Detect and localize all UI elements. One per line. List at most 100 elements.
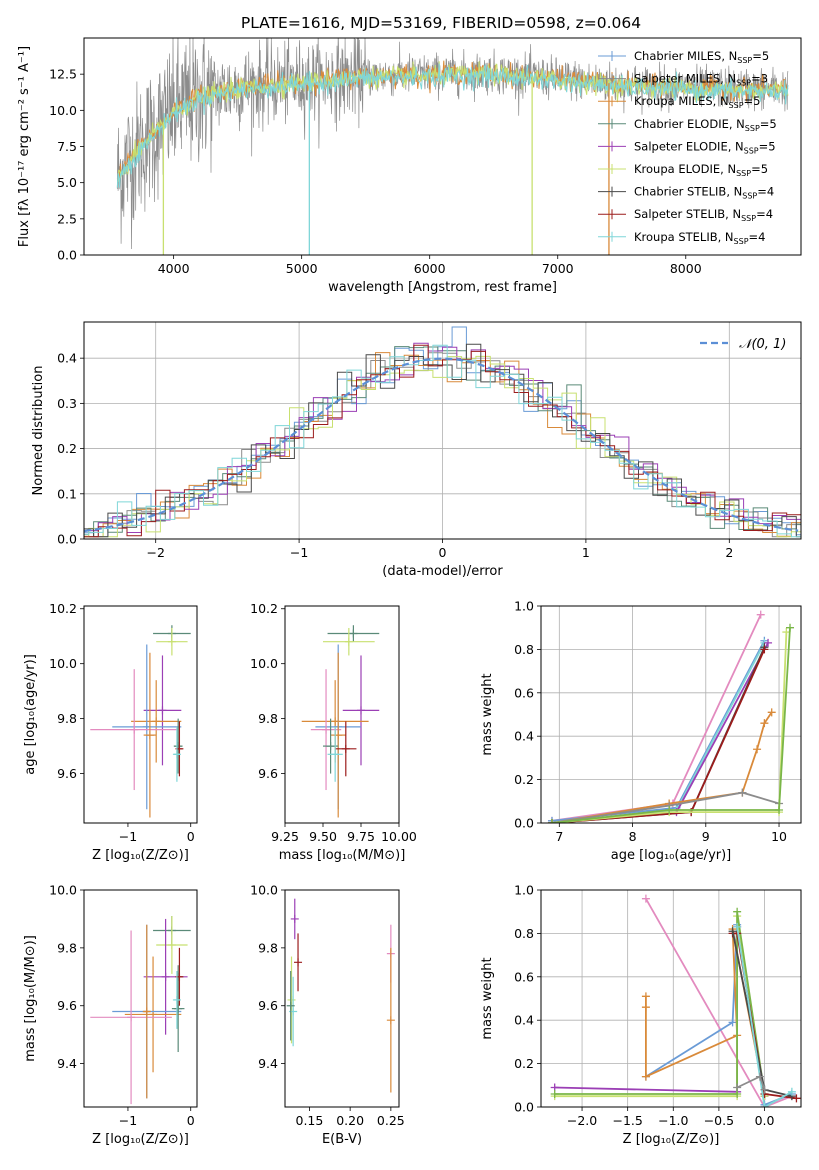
errorbar-point: [131, 680, 182, 763]
series-point: [792, 1094, 801, 1103]
errorbar-point: [294, 933, 303, 992]
y-tick-label: 0.6: [514, 969, 534, 984]
series: [547, 636, 769, 823]
y-tick-label: 9.8: [258, 940, 278, 955]
series-point: [550, 1089, 559, 1098]
x-tick-label: 10: [771, 829, 787, 844]
point-marker: [341, 744, 350, 753]
legend-entry-label: Kroupa STELIB, N: [634, 230, 734, 244]
y-tick-label: 0.2: [514, 772, 534, 787]
axes-residual_hist: −2 −1 0 1 2 0.0 0.1 0.2 0.3 0.4 (data-model)/error…: [31, 321, 802, 579]
y-tick-label: 10.0: [250, 656, 278, 671]
point-marker: [349, 629, 358, 638]
y-axis-label: mass weight: [480, 957, 495, 1039]
x-tick-label: 0.25: [377, 1113, 405, 1128]
x-tick-label: 6000: [414, 261, 446, 276]
x-tick-label: −1: [119, 829, 137, 844]
errorbar-point: [327, 625, 380, 642]
legend-entry: Salpeter STELIB, NSSP=4: [634, 207, 773, 223]
axes-ebv_vs_mass: 0.15 0.20 0.25 9.4 9.6 9.8 10.0 E(B-V): [250, 883, 405, 1148]
x-tick-label: −1: [119, 1113, 137, 1128]
legend-entry-subscript: SSP: [736, 79, 751, 88]
series-point: [760, 1103, 769, 1107]
y-tick-label: 10.0: [49, 656, 77, 671]
legend-entry-label: Chabrier ELODIE, N: [634, 117, 745, 131]
plot-area: [301, 625, 380, 818]
errorbar-point: [286, 971, 295, 1041]
point-marker: [127, 1013, 136, 1022]
errorbar-point: [90, 669, 179, 791]
series-line: [551, 642, 766, 823]
x-tick-label: −1.5: [612, 1113, 642, 1128]
point-marker: [344, 637, 353, 646]
y-tick-label: 7.5: [57, 139, 77, 154]
x-tick-label: −0.5: [704, 1113, 734, 1128]
series-point: [764, 638, 773, 647]
legend-entry: Kroupa MILES, NSSP=5: [634, 94, 760, 110]
y-tick-label: 10.2: [49, 601, 77, 616]
y-tick-label: 10.2: [250, 601, 278, 616]
x-tick-label: 0: [187, 1113, 195, 1128]
legend-entry-label: Salpeter ELODIE, N: [634, 139, 744, 153]
errorbar-point: [323, 627, 375, 656]
series-point: [753, 745, 762, 754]
errorbar-point: [310, 669, 342, 791]
x-tick-label: 4000: [158, 261, 190, 276]
y-tick-label: 10.0: [49, 103, 77, 118]
legend-entry: Kroupa ELODIE, NSSP=5: [634, 162, 768, 178]
x-tick-label: 9.50: [309, 829, 337, 844]
x-tick-label: 0: [187, 829, 195, 844]
legend-entry-subscript: SSP: [745, 124, 760, 133]
y-tick-label: 0.2: [514, 1056, 534, 1071]
errorbar-point: [156, 627, 188, 656]
legend-entry-suffix: =5: [744, 94, 761, 108]
legend-entry-label: Salpeter MILES, N: [634, 72, 736, 86]
x-tick-label: −1.0: [658, 1113, 688, 1128]
series-line: [551, 614, 762, 822]
series-line: [551, 791, 780, 823]
legend-entry-suffix: =5: [751, 162, 768, 176]
series-point: [760, 719, 769, 728]
gaussian-curve: [84, 357, 799, 533]
y-axis-label: Normed distribution: [31, 366, 46, 496]
legend-entry: Chabrier MILES, NSSP=5: [634, 49, 769, 65]
point-marker: [167, 637, 176, 646]
y-axis-label: mass weight: [480, 673, 495, 755]
point-marker: [172, 750, 181, 759]
y-tick-label: 0.4: [514, 729, 534, 744]
errorbar-point: [142, 924, 151, 1099]
legend-entry-suffix: =3: [751, 72, 768, 86]
errorbar-point: [171, 965, 185, 1053]
figure-title: PLATE=1616, MJD=53169, FIBERID=0598, z=0…: [241, 14, 641, 32]
y-tick-label: 0.0: [514, 816, 534, 831]
series-line: [551, 627, 791, 823]
legend-entry-label: Salpeter STELIB, N: [634, 207, 741, 221]
y-tick-label: 0.0: [57, 248, 77, 263]
errorbar-point: [342, 655, 380, 766]
errorbar-point: [143, 652, 157, 818]
errorbar-point: [172, 726, 181, 782]
legend-entry-subscript: SSP: [737, 56, 752, 65]
series-point: [733, 1083, 742, 1092]
legend-entry-suffix: =5: [760, 117, 777, 131]
legend-entry-suffix: =4: [757, 185, 774, 199]
series: [728, 927, 796, 1101]
x-tick-label: 2: [725, 545, 733, 560]
legend-entry: 𝒩(0, 1): [739, 337, 786, 352]
y-tick-label: 0.2: [57, 441, 77, 456]
legend-entry-subscript: SSP: [744, 146, 759, 155]
point-marker: [152, 717, 161, 726]
y-tick-label: 2.5: [57, 211, 77, 226]
y-tick-label: 9.6: [258, 998, 278, 1013]
point-marker: [158, 706, 167, 715]
axes-frame: [83, 605, 198, 824]
series-point: [756, 610, 765, 619]
plot-area: [116, 38, 789, 255]
axes-z_vs_massweight: −2.0 −1.5 −1.0 −0.5 0.0 0.0 0.2 0.4 0.6 0.8 1.0 Z […: [480, 883, 802, 1147]
x-tick-label: 9.25: [271, 829, 299, 844]
y-tick-label: 9.6: [258, 766, 278, 781]
x-tick-label: 0: [439, 545, 447, 560]
series: [733, 1072, 769, 1094]
series-point: [641, 1072, 650, 1081]
plot-area: [541, 606, 801, 823]
